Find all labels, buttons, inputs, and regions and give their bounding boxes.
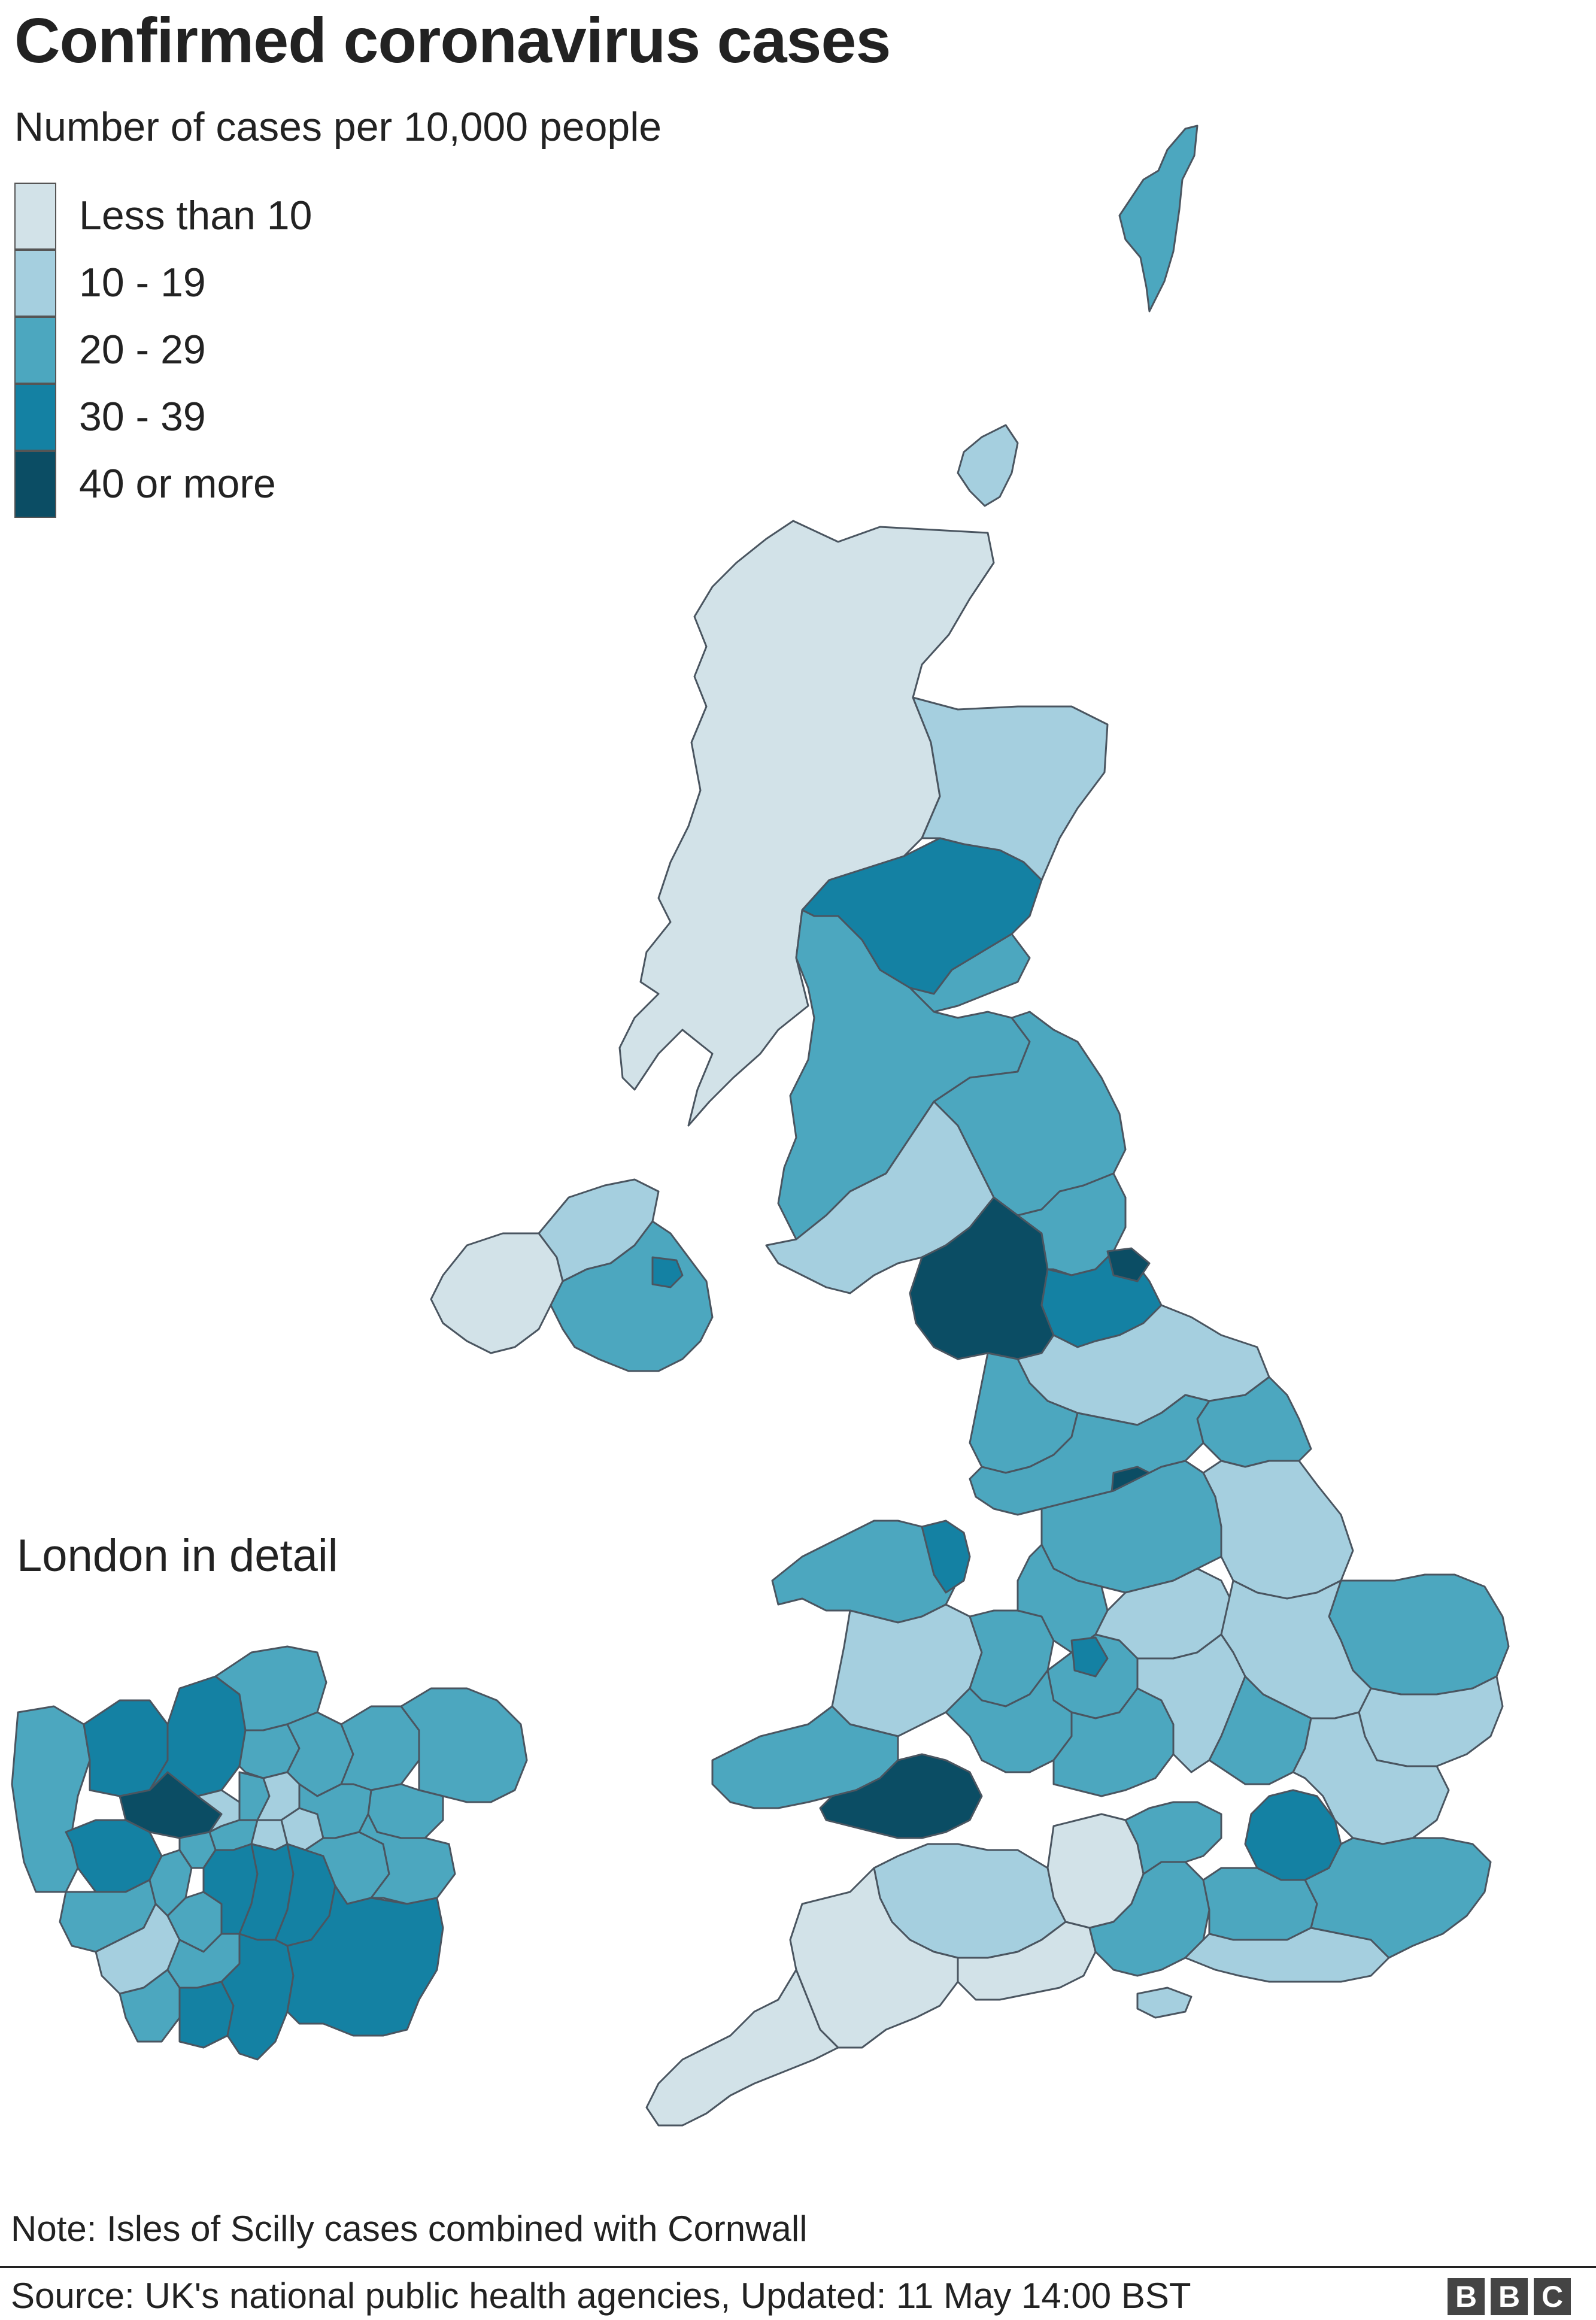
legend-swatch xyxy=(14,250,56,317)
legend-label: 40 or more xyxy=(79,461,276,507)
footer-divider xyxy=(0,2266,1596,2268)
region-sunderland xyxy=(1106,1247,1151,1282)
region-highland xyxy=(618,520,995,1127)
region-dorset xyxy=(957,1921,1097,2001)
bbc-logo-letter: C xyxy=(1534,2278,1571,2315)
region-sutton xyxy=(178,1981,235,2049)
region-berkshire xyxy=(1124,1801,1222,1875)
region-northern-ireland-east xyxy=(550,1220,714,1372)
region-fife xyxy=(909,933,1031,1013)
region-kent xyxy=(1304,1837,1492,1959)
region-belfast xyxy=(651,1256,684,1288)
region-gloucestershire xyxy=(1052,1687,1175,1797)
chart-title: Confirmed coronavirus cases xyxy=(14,5,891,76)
region-shetland xyxy=(1118,125,1198,313)
region-essex xyxy=(1292,1711,1450,1845)
region-bexley xyxy=(358,1813,456,1905)
london-inset xyxy=(11,1645,528,2061)
legend-label: Less than 10 xyxy=(79,193,312,238)
legend-label: 10 - 19 xyxy=(79,260,206,305)
region-bromley xyxy=(286,1885,444,2037)
source-text: Source: UK's national public health agen… xyxy=(11,2276,1191,2316)
region-birmingham xyxy=(1070,1636,1109,1678)
chart-subtitle: Number of cases per 10,000 people xyxy=(14,104,662,150)
region-merseyside-and-greater-manchester xyxy=(969,1394,1210,1516)
legend-swatch xyxy=(14,451,56,518)
legend-swatch xyxy=(14,183,56,250)
region-orkney xyxy=(957,424,1019,507)
bbc-logo-letter: B xyxy=(1448,2278,1485,2315)
region-lincolnshire xyxy=(1202,1460,1354,1600)
legend-swatch xyxy=(14,317,56,384)
region-flintshire xyxy=(921,1520,971,1594)
legend-label: 30 - 39 xyxy=(79,394,206,439)
region-isle-of-wight xyxy=(1136,1987,1193,2019)
region-south-wales-valleys xyxy=(819,1753,983,1839)
region-cornwall xyxy=(645,1969,839,2127)
region-barnet xyxy=(148,1675,247,1797)
region-northern-ireland-west xyxy=(430,1232,564,1354)
legend-label: 20 - 29 xyxy=(79,327,206,372)
footnote: Note: Isles of Scilly cases combined wit… xyxy=(11,2209,808,2249)
uk-regions xyxy=(430,125,1510,2127)
legend-swatch xyxy=(14,384,56,451)
bbc-logo-letter: B xyxy=(1491,2278,1528,2315)
inset-title: London in detail xyxy=(17,1530,338,1581)
region-redbridge xyxy=(340,1705,420,1791)
region-havering xyxy=(400,1687,528,1803)
